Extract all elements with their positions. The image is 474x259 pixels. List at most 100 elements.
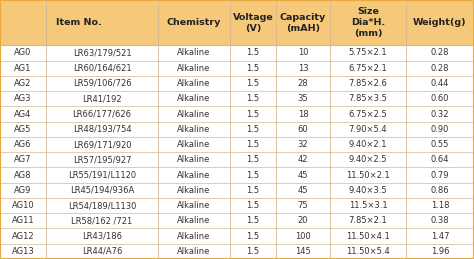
Text: 1.5: 1.5 [246,232,260,241]
Text: 0.60: 0.60 [431,94,449,103]
Bar [0,106,474,122]
Text: Size
Dia*H.
(mm): Size Dia*H. (mm) [351,8,385,38]
Text: 100: 100 [295,232,311,241]
Text: 0.32: 0.32 [431,110,449,119]
Text: 75: 75 [298,201,308,210]
Text: 18: 18 [298,110,308,119]
Text: Alkaline: Alkaline [177,140,210,149]
Text: 42: 42 [298,155,308,164]
Text: AG4: AG4 [14,110,32,119]
Text: Alkaline: Alkaline [177,247,210,256]
Text: LR66/177/626: LR66/177/626 [73,110,131,119]
Text: Alkaline: Alkaline [177,201,210,210]
Text: AG11: AG11 [12,216,34,225]
Text: 6.75×2.5: 6.75×2.5 [348,110,387,119]
Text: LR57/195/927: LR57/195/927 [73,155,131,164]
Text: 11.5×3.1: 11.5×3.1 [349,201,387,210]
Text: 7.85×3.5: 7.85×3.5 [348,94,387,103]
Text: LR45/194/936A: LR45/194/936A [70,186,134,195]
Text: 1.5: 1.5 [246,48,260,57]
Bar [0,152,474,167]
Bar [0,167,474,183]
Text: 9.40×2.1: 9.40×2.1 [349,140,387,149]
Text: 0.90: 0.90 [431,125,449,134]
Text: Alkaline: Alkaline [177,216,210,225]
Text: LR44/A76: LR44/A76 [82,247,122,256]
Text: 7.90×5.4: 7.90×5.4 [349,125,387,134]
Text: 0.86: 0.86 [431,186,449,195]
Bar [0,244,474,259]
Text: AG2: AG2 [14,79,32,88]
Text: 1.5: 1.5 [246,79,260,88]
Bar [0,183,474,198]
Text: AG7: AG7 [14,155,32,164]
Text: 1.5: 1.5 [246,110,260,119]
Text: Alkaline: Alkaline [177,171,210,179]
Text: AG9: AG9 [14,186,32,195]
Text: AG5: AG5 [14,125,32,134]
Bar [0,213,474,228]
Text: Item No.: Item No. [56,18,102,27]
Text: LR55/191/L1120: LR55/191/L1120 [68,171,136,179]
Text: AG0: AG0 [14,48,32,57]
Text: 1.5: 1.5 [246,201,260,210]
Text: 32: 32 [298,140,308,149]
Text: 145: 145 [295,247,311,256]
Text: 7.85×2.6: 7.85×2.6 [348,79,387,88]
Text: AG8: AG8 [14,171,32,179]
Text: LR54/189/L1130: LR54/189/L1130 [68,201,136,210]
Bar [0,198,474,213]
Bar [0,91,474,106]
Text: LR59/106/726: LR59/106/726 [73,79,131,88]
Text: AG13: AG13 [12,247,35,256]
Text: Alkaline: Alkaline [177,79,210,88]
Text: LR43/186: LR43/186 [82,232,122,241]
Text: 9.40×2.5: 9.40×2.5 [349,155,387,164]
Text: 35: 35 [298,94,308,103]
Text: 45: 45 [298,186,308,195]
Bar [0,228,474,244]
Text: 7.85×2.1: 7.85×2.1 [348,216,387,225]
Bar [0,76,474,91]
Text: 0.44: 0.44 [431,79,449,88]
Text: 60: 60 [298,125,308,134]
Text: LR48/193/754: LR48/193/754 [73,125,131,134]
Text: 1.5: 1.5 [246,155,260,164]
Text: 0.28: 0.28 [431,48,449,57]
Text: Weight(g): Weight(g) [413,18,467,27]
Bar [0,45,474,61]
Text: AG1: AG1 [14,64,32,73]
Text: 1.5: 1.5 [246,140,260,149]
Text: Alkaline: Alkaline [177,94,210,103]
Text: Alkaline: Alkaline [177,186,210,195]
Bar [0,61,474,76]
Text: 1.5: 1.5 [246,94,260,103]
Text: Alkaline: Alkaline [177,155,210,164]
Text: 6.75×2.1: 6.75×2.1 [348,64,387,73]
Bar [0,122,474,137]
Text: 0.38: 0.38 [431,216,449,225]
Text: 13: 13 [298,64,308,73]
Text: 1.5: 1.5 [246,64,260,73]
Text: AG12: AG12 [12,232,34,241]
Text: 11.50×2.1: 11.50×2.1 [346,171,390,179]
Text: 28: 28 [298,79,308,88]
Text: LR69/171/920: LR69/171/920 [73,140,131,149]
Text: 1.5: 1.5 [246,216,260,225]
Text: LR63/179/521: LR63/179/521 [73,48,131,57]
Text: 1.5: 1.5 [246,247,260,256]
Text: Alkaline: Alkaline [177,110,210,119]
Text: 20: 20 [298,216,308,225]
Text: 1.5: 1.5 [246,186,260,195]
Text: 1.5: 1.5 [246,125,260,134]
Text: 1.18: 1.18 [431,201,449,210]
Text: 45: 45 [298,171,308,179]
Text: AG10: AG10 [12,201,34,210]
Text: AG3: AG3 [14,94,32,103]
Text: 0.55: 0.55 [431,140,449,149]
Text: 11.50×4.1: 11.50×4.1 [346,232,390,241]
Text: LR41/192: LR41/192 [82,94,122,103]
Text: 0.64: 0.64 [431,155,449,164]
Text: 1.96: 1.96 [431,247,449,256]
Text: 10: 10 [298,48,308,57]
